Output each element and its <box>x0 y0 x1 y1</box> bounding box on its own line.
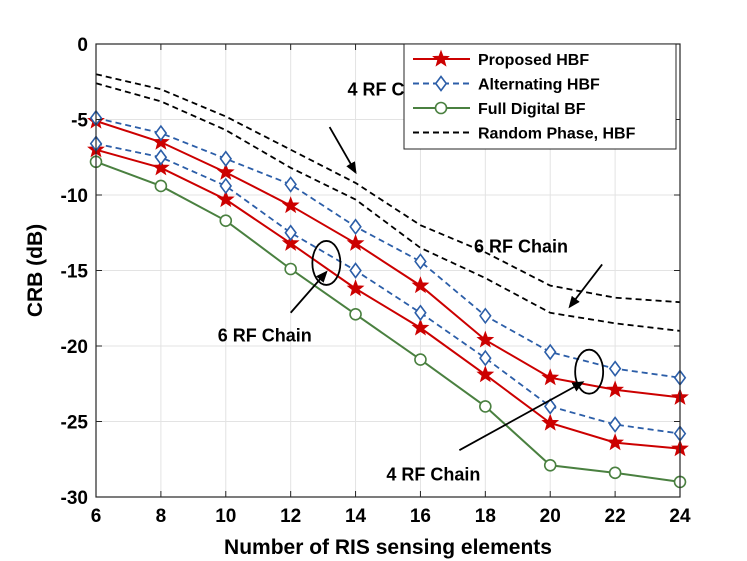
data-point-alternating_6rf <box>414 304 427 322</box>
x-tick-label: 12 <box>280 506 301 527</box>
annotation-ellipse <box>574 348 605 395</box>
x-tick-label: 10 <box>215 506 236 527</box>
data-point-fulldigital <box>284 262 297 276</box>
data-point-proposed_6rf <box>541 413 560 431</box>
legend-marker-alternating_4rf <box>434 75 448 92</box>
legend-marker-fulldigital <box>434 101 448 115</box>
data-point-fulldigital <box>414 353 427 366</box>
series-line-random_4rf <box>95 73 681 304</box>
annotation-arrow <box>328 126 357 175</box>
y-tick-label: -20 <box>61 337 88 358</box>
data-point-alternating_4rf <box>414 253 427 270</box>
axes-layer: 6 8 10 12 14 16 18 20 22 24 0 -5 -10 -15 -20 -25 -30 <box>61 35 691 527</box>
x-tick-label: 24 <box>669 506 691 527</box>
data-point-alternating_6rf <box>543 398 557 415</box>
data-point-alternating_4rf <box>543 343 557 361</box>
data-point-proposed_6rf <box>346 279 365 297</box>
data-point-proposed_4rf <box>411 276 430 294</box>
x-tick-label: 6 <box>91 506 102 527</box>
y-tick-label: 0 <box>77 35 88 56</box>
x-axis-label: Number of RIS sensing elements <box>224 536 552 559</box>
annotation-arrow <box>289 270 328 314</box>
data-point-alternating_6rf <box>154 148 168 166</box>
data-point-alternating_4rf <box>219 150 233 168</box>
annotation-label: 6 RF Chain <box>474 236 568 256</box>
series-line-alternating_4rf <box>95 117 681 379</box>
data-point-alternating_4rf <box>479 307 492 325</box>
data-point-proposed_4rf <box>216 162 235 180</box>
data-point-proposed_6rf <box>476 365 495 383</box>
legend-item-fulldigital: Full Digital BF <box>413 101 586 118</box>
data-point-proposed_6rf <box>216 190 235 208</box>
y-tick-label: -15 <box>61 262 89 283</box>
data-point-fulldigital <box>219 214 233 227</box>
legend-item-alternating_4rf: Alternating HBF <box>413 75 600 94</box>
legend-item-proposed_4rf: Proposed HBF <box>413 49 589 69</box>
annotation-2: 6 RF Chain <box>218 240 342 345</box>
data-point-alternating_4rf <box>154 124 168 142</box>
data-point-alternating_6rf <box>479 349 492 367</box>
x-tick-label: 8 <box>156 506 167 527</box>
data-point-alternating_6rf <box>219 177 233 195</box>
data-point-fulldigital <box>543 458 557 472</box>
annotation-arrow <box>458 381 585 451</box>
data-point-alternating_6rf <box>608 416 622 433</box>
data-point-alternating_6rf <box>349 262 362 279</box>
x-tick-label: 22 <box>605 506 626 527</box>
series-line-alternating_6rf <box>95 142 681 435</box>
data-point-alternating_4rf <box>349 218 362 236</box>
data-point-proposed_6rf <box>281 233 300 251</box>
annotation-label: 6 RF Chain <box>218 325 312 345</box>
data-point-proposed_4rf <box>476 330 495 348</box>
data-point-alternating_6rf <box>284 224 297 242</box>
annotation-3: 4 RF Chain <box>386 348 605 484</box>
data-point-proposed_6rf <box>151 158 170 176</box>
series-layer <box>87 73 689 489</box>
data-point-proposed_4rf <box>541 368 560 386</box>
annotation-ellipse <box>311 240 342 286</box>
series-random_6rf <box>95 82 681 332</box>
data-point-proposed_4rf <box>281 196 300 214</box>
series-alternating_6rf <box>89 135 687 442</box>
data-point-proposed_6rf <box>411 318 430 336</box>
y-tick-label: -10 <box>61 186 88 207</box>
annotation-1: 6 RF Chain <box>474 236 603 309</box>
legend-label-alternating_4rf: Alternating HBF <box>478 77 600 94</box>
x-tick-label: 18 <box>475 506 496 527</box>
legend: Proposed HBF Alternating HBF Full Digital … <box>403 43 677 150</box>
legend-box <box>403 43 677 150</box>
y-tick-label: -30 <box>61 488 88 509</box>
series-fulldigital <box>89 155 687 489</box>
legend-label-fulldigital: Full Digital BF <box>478 101 586 118</box>
series-random_4rf <box>95 73 681 304</box>
data-point-fulldigital <box>154 179 168 193</box>
legend-label-proposed_4rf: Proposed HBF <box>478 52 589 69</box>
data-point-alternating_4rf <box>284 176 297 193</box>
legend-label-random_4rf: Random Phase, HBF <box>478 126 636 143</box>
y-tick-label: -5 <box>71 111 88 132</box>
series-line-proposed_6rf <box>95 148 681 450</box>
data-point-alternating_4rf <box>608 360 622 377</box>
legend-marker-proposed_4rf <box>432 49 450 67</box>
y-axis-label: CRB (dB) <box>24 224 47 317</box>
x-tick-label: 20 <box>540 506 561 527</box>
data-point-fulldigital <box>349 307 362 321</box>
series-line-random_6rf <box>95 82 681 332</box>
data-point-proposed_4rf <box>606 380 625 398</box>
x-tick-label: 16 <box>410 506 431 527</box>
data-point-proposed_6rf <box>606 433 625 451</box>
y-tick-label: -25 <box>61 413 89 434</box>
series-line-fulldigital <box>95 160 681 483</box>
annotation-label: 4 RF Chain <box>386 464 480 484</box>
annotation-arrow <box>568 263 603 309</box>
data-point-fulldigital <box>479 400 492 413</box>
data-point-proposed_4rf <box>346 233 365 251</box>
data-point-fulldigital <box>608 466 622 480</box>
legend-item-random_4rf: Random Phase, HBF <box>413 126 636 143</box>
x-tick-label: 14 <box>345 506 367 527</box>
